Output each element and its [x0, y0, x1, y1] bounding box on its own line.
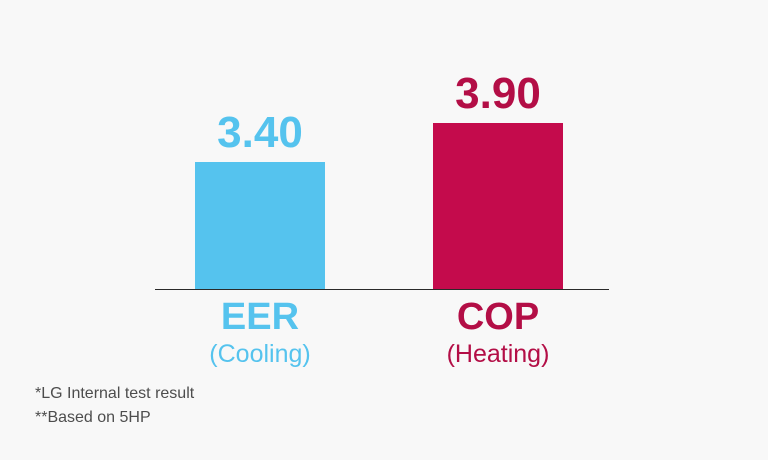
footnote-line-1: *LG Internal test result [35, 385, 195, 402]
x-axis-line [155, 289, 609, 290]
category-subtitle-cop: (Heating) [446, 339, 550, 368]
category-name-eer: EER [220, 296, 300, 338]
footnote-line-2: **Based on 5HP [35, 409, 151, 426]
category-subtitle-eer: (Cooling) [209, 339, 311, 368]
bar-value-label-eer: 3.40 [217, 108, 303, 157]
bar-eer [195, 162, 325, 289]
bar-value-label-cop: 3.90 [455, 69, 541, 118]
bar-cop [433, 123, 563, 289]
footnotes: *LG Internal test result **Based on 5HP [35, 382, 194, 430]
bar-group-cop: 3.90 [433, 72, 563, 289]
category-label-cop: COP (Heating) [433, 296, 563, 368]
bar-group-eer: 3.40 [195, 111, 325, 289]
category-label-eer: EER (Cooling) [195, 296, 325, 368]
category-name-cop: COP [456, 296, 540, 338]
